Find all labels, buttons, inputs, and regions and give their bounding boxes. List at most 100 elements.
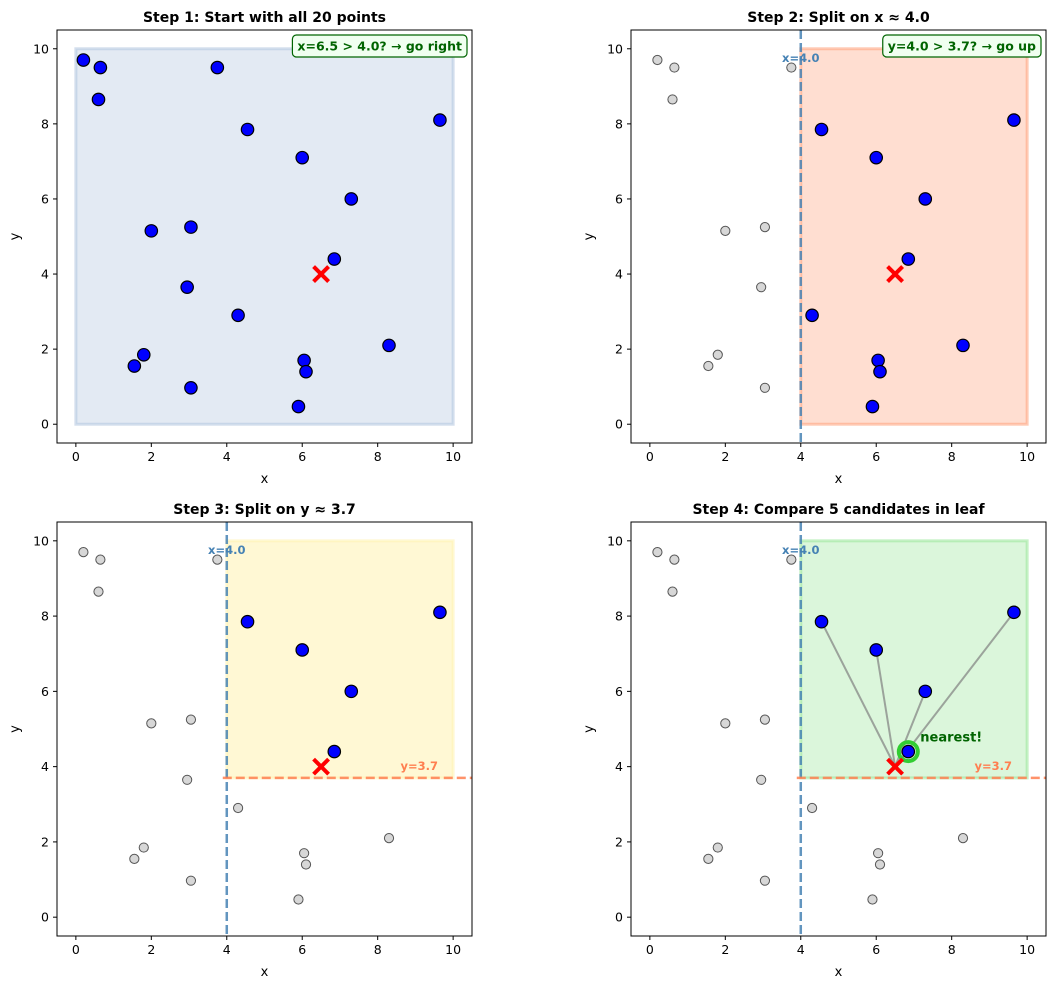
data-point [344,192,359,206]
axes-frame [630,521,1047,937]
chart-panel-1: 0 2 4 6 8 10 0 2 4 6 8 10 x y Step 1: Start with all 2… [8,10,473,487]
chart-title: Step 2: Split on x ≈ 4.0 [747,10,930,26]
x-tick-label: 4 [797,449,805,464]
data-point-excluded [720,225,731,236]
plot-area: nearest! [652,522,1046,936]
x-tick-label: 10 [445,942,461,957]
y-tick-label: 6 [615,191,623,206]
data-point-excluded [95,554,106,565]
data-point-excluded [786,62,797,73]
x-axis-label: x [835,965,843,980]
data-point [240,614,255,629]
plot-area [652,30,1029,443]
x-tick-label: 6 [872,449,880,464]
query-point [886,757,905,776]
chart-title: Step 1: Start with all 20 points [143,10,386,26]
chart-title: Step 3: Split on y ≈ 3.7 [173,502,356,518]
y-split-label: y=3.7 [401,759,439,773]
nearest-highlight [896,740,920,764]
data-point [344,684,359,699]
y-tick-label: 4 [41,759,49,774]
data-point [871,353,885,368]
data-point-excluded [712,349,723,360]
data-point [873,364,887,379]
x-tick-label: 0 [72,449,80,464]
y-tick-label: 0 [615,417,623,432]
x-tick-label: 4 [797,942,805,957]
data-point-excluded [669,554,680,565]
data-point-excluded [232,802,244,814]
data-point-excluded [756,774,767,785]
data-point [210,60,225,75]
chart-panel-3: x=4.0 y=3.7 0 2 4 6 8 10 0 2 4 6 8 10 x y Step 3: Split … [8,502,473,980]
y-tick-label: 6 [41,684,49,699]
x-tick-label: 0 [72,942,80,957]
data-point [1007,605,1021,620]
y-tick-label: 4 [41,267,49,282]
x-tick-label: 8 [374,942,382,957]
x-tick-label: 4 [223,942,231,957]
chart-panel-2: x=4.0 0 2 4 6 8 10 0 2 4 6 8 10 x y Step 2: Split on x … [582,10,1047,487]
candidate-distance-line [875,649,897,767]
data-point-excluded [78,547,89,558]
data-point [184,381,198,395]
data-point [180,280,194,294]
data-point-excluded [299,848,310,859]
y-axis-label: y [582,232,597,240]
data-point [76,53,91,67]
data-point-excluded [93,586,104,597]
y-tick-label: 2 [615,342,623,357]
x-split-label: x=4.0 [208,543,245,557]
data-point [184,220,198,234]
query-point [312,265,331,283]
axes-frame [56,29,473,444]
data-point [127,359,142,373]
data-point-excluded [867,894,878,905]
annotation-text: x=6.5 > 4.0? → go right [297,39,462,54]
x-tick-label: 4 [223,449,231,464]
y-tick-label: 8 [615,116,623,131]
x-split-label: x=4.0 [782,543,819,557]
data-point [91,92,106,107]
data-point-excluded [703,853,714,864]
y-tick-label: 0 [41,910,49,925]
candidate-distance-line [894,611,1015,768]
data-point [291,399,306,414]
x-tick-label: 10 [445,449,461,464]
y-split-label: y=3.7 [975,759,1013,773]
x-tick-label: 2 [721,942,729,957]
x-split-label: x=4.0 [782,51,819,65]
y-tick-label: 10 [33,41,49,56]
data-point-excluded [806,802,818,814]
data-point-excluded [300,859,312,870]
data-point [231,308,245,323]
y-tick-label: 2 [41,834,49,849]
x-tick-label: 0 [646,449,654,464]
data-point-excluded [703,360,714,372]
data-point-excluded [874,859,886,870]
axes-frame [56,521,473,937]
x-axis-label: x [261,472,269,487]
x-tick-label: 0 [646,942,654,957]
x-tick-label: 8 [374,449,382,464]
data-point [144,224,159,238]
y-tick-label: 6 [41,191,49,206]
x-tick-label: 8 [948,942,956,957]
chart-panel-4: nearest! x=4.0 y=3.7 0 2 4 6 8 10 0 2 4 6 8 10 x y Step 4… [582,502,1047,980]
data-point [869,150,884,165]
axes-frame [630,29,1047,444]
x-tick-label: 6 [872,942,880,957]
y-tick-label: 8 [615,609,623,624]
data-point [327,252,342,266]
data-point-excluded [185,875,197,886]
data-point-excluded [873,848,884,859]
y-tick-label: 6 [615,684,623,699]
x-tick-label: 8 [948,449,956,464]
data-point [901,744,916,759]
y-tick-label: 10 [607,533,623,548]
data-point-excluded [667,586,678,597]
annotation-text: y=4.0 > 3.7? → go up [888,39,1036,54]
data-point-excluded [185,714,197,725]
plot-area [78,522,472,936]
data-point-excluded [669,62,680,73]
